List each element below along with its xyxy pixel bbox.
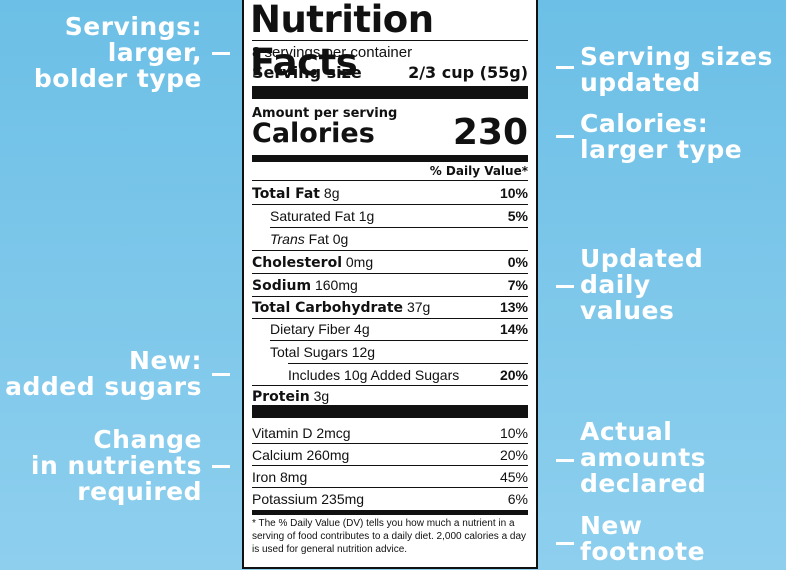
callout-serving-sizes: Serving sizes updated bbox=[580, 42, 773, 97]
nutrient-row-sodium: Sodium 160mg 7% bbox=[252, 277, 528, 294]
nutrient-row-cholesterol: Cholesterol 0mg 0% bbox=[252, 254, 528, 271]
callout-footnote: New footnote bbox=[580, 511, 706, 566]
divider bbox=[252, 250, 528, 251]
callout-dash bbox=[556, 459, 574, 462]
vitamin-row-potassium: Potassium 235mg 6% bbox=[252, 491, 528, 507]
nutrient-row-added-sugars: Includes 10g Added Sugars 20% bbox=[288, 367, 528, 383]
divider bbox=[252, 273, 528, 274]
divider bbox=[252, 296, 528, 297]
serving-size-row: Serving size 2/3 cup (55g) bbox=[252, 63, 528, 82]
serving-size-label: Serving size bbox=[252, 63, 362, 82]
callout-dash bbox=[556, 542, 574, 545]
nutrient-row-saturated-fat: Saturated Fat 1g 5% bbox=[270, 208, 528, 224]
nutrient-row-dietary-fiber: Dietary Fiber 4g 14% bbox=[270, 321, 528, 337]
divider bbox=[252, 385, 528, 386]
nutrient-row-trans-fat: Trans Fat 0g bbox=[270, 231, 349, 247]
dv-header: % Daily Value* bbox=[429, 164, 528, 178]
callout-dash bbox=[556, 285, 574, 288]
callout-added-sugars: New: added sugars bbox=[5, 346, 202, 401]
divider bbox=[252, 318, 528, 319]
nutrient-row-protein: Protein 3g bbox=[252, 388, 330, 405]
calories-value: 230 bbox=[452, 112, 528, 153]
divider bbox=[270, 227, 528, 228]
divider bbox=[288, 363, 528, 364]
callout-servings: Servings: larger, bolder type bbox=[33, 12, 202, 93]
nutrient-row-total-fat: Total Fat 8g 10% bbox=[252, 185, 528, 202]
callout-nutrients-required: Change in nutrients required bbox=[30, 425, 202, 506]
label-title: Nutrition Facts bbox=[250, 0, 434, 84]
divider bbox=[252, 465, 528, 466]
vitamin-row-iron: Iron 8mg 45% bbox=[252, 469, 528, 485]
nutrient-row-total-sugars: Total Sugars 12g bbox=[270, 344, 376, 360]
callout-dash bbox=[212, 373, 230, 376]
calories-row: Calories 230 bbox=[252, 112, 528, 153]
callout-daily-values: Updated daily values bbox=[580, 244, 704, 325]
servings-per-container: 8 servings per container bbox=[252, 44, 413, 61]
thick-divider bbox=[252, 155, 528, 162]
serving-size-value: 2/3 cup (55g) bbox=[408, 63, 528, 82]
callout-dash bbox=[212, 52, 230, 55]
nutrition-label: Nutrition Facts 8 servings per container… bbox=[242, 0, 538, 569]
divider bbox=[270, 340, 528, 341]
vitamin-row-vitamin-d: Vitamin D 2mcg 10% bbox=[252, 425, 528, 441]
divider bbox=[252, 487, 528, 488]
divider bbox=[252, 40, 528, 41]
callout-dash bbox=[556, 66, 574, 69]
callout-actual-amounts: Actual amounts declared bbox=[580, 417, 707, 498]
thick-divider bbox=[252, 510, 528, 515]
divider bbox=[252, 204, 528, 205]
divider bbox=[252, 443, 528, 444]
callout-dash bbox=[212, 465, 230, 468]
callout-calories: Calories: larger type bbox=[580, 109, 743, 164]
calories-label: Calories bbox=[252, 118, 375, 149]
amount-per-serving: Amount per serving bbox=[252, 106, 398, 121]
vitamin-row-calcium: Calcium 260mg 20% bbox=[252, 447, 528, 463]
thick-divider bbox=[252, 86, 528, 99]
label-footnote: * The % Daily Value (DV) tells you how m… bbox=[252, 518, 527, 555]
callout-dash bbox=[556, 135, 574, 138]
divider bbox=[252, 180, 528, 181]
nutrient-row-total-carbohydrate: Total Carbohydrate 37g 13% bbox=[252, 299, 528, 316]
thick-divider bbox=[252, 405, 528, 418]
